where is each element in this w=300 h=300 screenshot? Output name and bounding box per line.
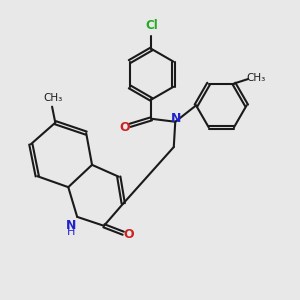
Text: Cl: Cl <box>145 19 158 32</box>
Text: H: H <box>67 227 75 237</box>
Text: N: N <box>171 112 181 125</box>
Text: CH₃: CH₃ <box>246 73 266 83</box>
Text: CH₃: CH₃ <box>43 93 63 103</box>
Text: O: O <box>119 121 130 134</box>
Text: O: O <box>123 228 134 241</box>
Text: N: N <box>66 219 76 232</box>
